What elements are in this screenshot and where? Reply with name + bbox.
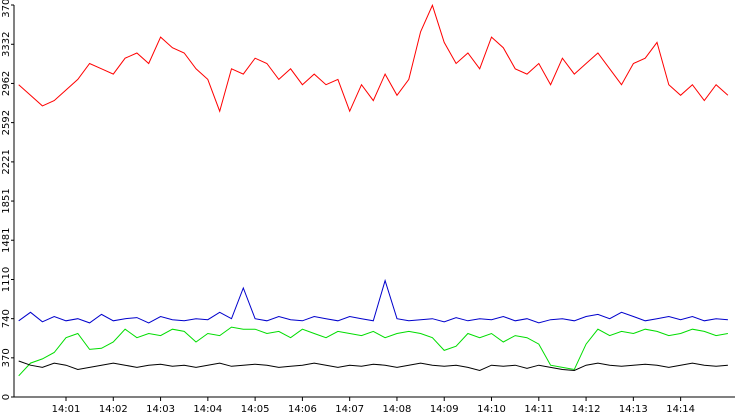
- y-tick-label: 3332: [1, 32, 12, 57]
- series-line: [18, 326, 728, 377]
- y-tick-label: 1481: [1, 227, 12, 252]
- y-tick-label: 2962: [1, 71, 12, 96]
- x-tick-label: 14:07: [335, 404, 364, 415]
- x-tick-label: 14:02: [99, 404, 128, 415]
- x-tick-label: 14:04: [193, 404, 222, 415]
- x-tick-label: 14:03: [146, 404, 175, 415]
- x-tick-label: 14:05: [241, 404, 270, 415]
- x-tick-label: 14:13: [619, 404, 648, 415]
- y-tick-label: 1110: [1, 267, 12, 292]
- x-tick-label: 14:14: [666, 404, 695, 415]
- x-tick-label: 14:09: [430, 404, 459, 415]
- y-tick-label: 0: [1, 394, 12, 400]
- y-tick-label: 2221: [1, 149, 12, 174]
- y-tick-label: 2592: [1, 110, 12, 135]
- series-line: [18, 278, 728, 324]
- x-tick-label: 14:10: [477, 404, 506, 415]
- y-tick-label: 1851: [1, 188, 12, 213]
- x-tick-label: 14:12: [572, 404, 601, 415]
- x-tick-label: 14:06: [288, 404, 317, 415]
- y-tick-label: 740: [1, 309, 12, 328]
- y-tick-label: 3703: [1, 0, 12, 18]
- series-line: [18, 360, 728, 372]
- x-tick-label: 14:01: [52, 404, 81, 415]
- y-tick-label: 370: [1, 348, 12, 367]
- series-line: [18, 3, 729, 113]
- x-tick-label: 14:08: [383, 404, 412, 415]
- x-tick-label: 14:11: [524, 404, 553, 415]
